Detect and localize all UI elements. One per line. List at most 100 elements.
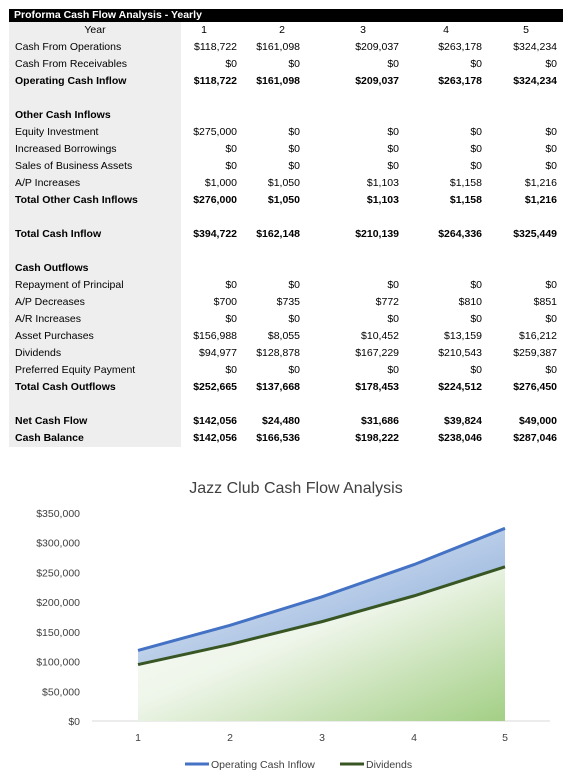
value-cell: $162,148 xyxy=(256,228,300,240)
row-label: A/P Increases xyxy=(9,175,181,192)
value-cell: $0 xyxy=(225,160,237,172)
value-cell: $0 xyxy=(387,143,399,155)
row-label: Asset Purchases xyxy=(9,328,181,345)
table-row: Total Other Cash Inflows $276,000 $1,050 $1… xyxy=(9,192,563,209)
y-tick-label: $300,000 xyxy=(36,538,80,550)
value-cell: $161,098 xyxy=(256,41,300,53)
value-cell xyxy=(402,107,482,124)
table-row: Other Cash Inflows xyxy=(9,107,563,124)
table-title: Proforma Cash Flow Analysis - Yearly xyxy=(9,9,563,22)
y-axis: $0 $50,000 $100,000 $150,000 $200,000 $250,00… xyxy=(36,508,80,728)
value-cell: $810 xyxy=(458,296,482,308)
table-row: A/R Increases $0 $0 $0 $0 $0 xyxy=(9,311,563,328)
value-cell: $851 xyxy=(533,296,557,308)
value-cell xyxy=(477,107,557,124)
value-cell: $142,056 xyxy=(193,432,237,444)
value-cell: $0 xyxy=(470,364,482,376)
value-cell: $276,000 xyxy=(193,194,237,206)
table-row: Cash Outflows xyxy=(9,260,563,277)
value-cell: $276,450 xyxy=(513,381,557,393)
table-row: Total Cash Outflows $252,665 $137,668 $178,… xyxy=(9,379,563,396)
row-label xyxy=(9,209,181,226)
value-cell: $1,103 xyxy=(366,177,399,189)
value-cell: $128,878 xyxy=(256,347,300,359)
value-cell: $49,000 xyxy=(519,415,557,427)
value-cell: $24,480 xyxy=(262,415,300,427)
value-cell: $1,103 xyxy=(366,194,399,206)
value-cell: $0 xyxy=(470,160,482,172)
row-label: Other Cash Inflows xyxy=(9,107,181,124)
row-label: Cash Outflows xyxy=(9,260,181,277)
value-cell: $10,452 xyxy=(361,330,399,342)
value-cell: $224,512 xyxy=(438,381,482,393)
value-cell: $0 xyxy=(545,58,557,70)
value-cell: $394,722 xyxy=(193,228,237,240)
value-cell: $700 xyxy=(213,296,237,308)
header-year-cell: 3 xyxy=(360,24,366,36)
value-cell: $166,536 xyxy=(256,432,300,444)
row-label: Preferred Equity Payment xyxy=(9,362,181,379)
value-cell: $252,665 xyxy=(193,381,237,393)
cash-flow-table: Proforma Cash Flow Analysis - Yearly Yea… xyxy=(9,9,563,447)
value-cell: $1,000 xyxy=(204,177,237,189)
chart-title: Jazz Club Cash Flow Analysis xyxy=(189,480,402,497)
value-cell xyxy=(402,243,482,260)
x-tick-label: 5 xyxy=(502,732,508,744)
header-year-cell: 5 xyxy=(523,24,529,36)
header-year-cell: 4 xyxy=(443,24,449,36)
value-cell: $161,098 xyxy=(256,75,300,87)
x-tick-label: 4 xyxy=(411,732,417,744)
value-cell: $118,722 xyxy=(193,75,237,87)
table-row: A/P Decreases $700 $735 $772 $810 $851 xyxy=(9,294,563,311)
row-label: Cash From Receivables xyxy=(9,56,181,73)
value-cell: $167,229 xyxy=(355,347,399,359)
value-cell xyxy=(220,209,300,226)
value-cell: $0 xyxy=(225,143,237,155)
value-cell: $325,449 xyxy=(513,228,557,240)
value-cell: $8,055 xyxy=(267,330,300,342)
table-row xyxy=(9,209,563,226)
value-cell: $324,234 xyxy=(513,41,557,53)
table-header-row: Year 1 2 3 4 5 xyxy=(9,22,563,39)
row-label: Equity Investment xyxy=(9,124,181,141)
y-tick-label: $250,000 xyxy=(36,567,80,579)
value-cell xyxy=(220,243,300,260)
value-cell: $0 xyxy=(545,143,557,155)
value-cell xyxy=(402,90,482,107)
value-cell: $772 xyxy=(375,296,399,308)
value-cell: $31,686 xyxy=(361,415,399,427)
value-cell: $142,056 xyxy=(193,415,237,427)
value-cell xyxy=(220,396,300,413)
table-row: Increased Borrowings $0 $0 $0 $0 $0 xyxy=(9,141,563,158)
x-tick-label: 2 xyxy=(227,732,233,744)
value-cell: $0 xyxy=(545,313,557,325)
operating-cash-inflow-area xyxy=(138,528,505,665)
x-axis: 1 2 3 4 5 xyxy=(92,720,550,744)
value-cell: $0 xyxy=(470,279,482,291)
value-cell: $209,037 xyxy=(355,41,399,53)
value-cell: $1,050 xyxy=(267,177,300,189)
value-cell: $0 xyxy=(288,364,300,376)
table-row: Dividends $94,977 $128,878 $167,229 $210,543… xyxy=(9,345,563,362)
value-cell: $0 xyxy=(225,279,237,291)
table-row: Asset Purchases $156,988 $8,055 $10,452 $13,… xyxy=(9,328,563,345)
header-label: Year xyxy=(9,22,181,39)
value-cell: $0 xyxy=(470,126,482,138)
table-row: Total Cash Inflow $394,722 $162,148 $210,13… xyxy=(9,226,563,243)
x-tick-label: 3 xyxy=(319,732,325,744)
legend-label-operating-cash-inflow: Operating Cash Inflow xyxy=(211,759,315,771)
value-cell: $0 xyxy=(387,58,399,70)
value-cell: $1,216 xyxy=(524,194,557,206)
table-body: Year 1 2 3 4 5 Cash From Operations $118,722 $16… xyxy=(9,22,563,447)
value-cell: $0 xyxy=(387,126,399,138)
row-label: A/R Increases xyxy=(9,311,181,328)
value-cell: $0 xyxy=(545,126,557,138)
value-cell: $259,387 xyxy=(513,347,557,359)
value-cell xyxy=(477,243,557,260)
table-row xyxy=(9,396,563,413)
row-label: Cash Balance xyxy=(9,430,181,447)
table-row: Preferred Equity Payment $0 $0 $0 $0 $0 xyxy=(9,362,563,379)
value-cell: $0 xyxy=(387,160,399,172)
value-cell xyxy=(477,396,557,413)
header-year-cell: 1 xyxy=(201,24,207,36)
